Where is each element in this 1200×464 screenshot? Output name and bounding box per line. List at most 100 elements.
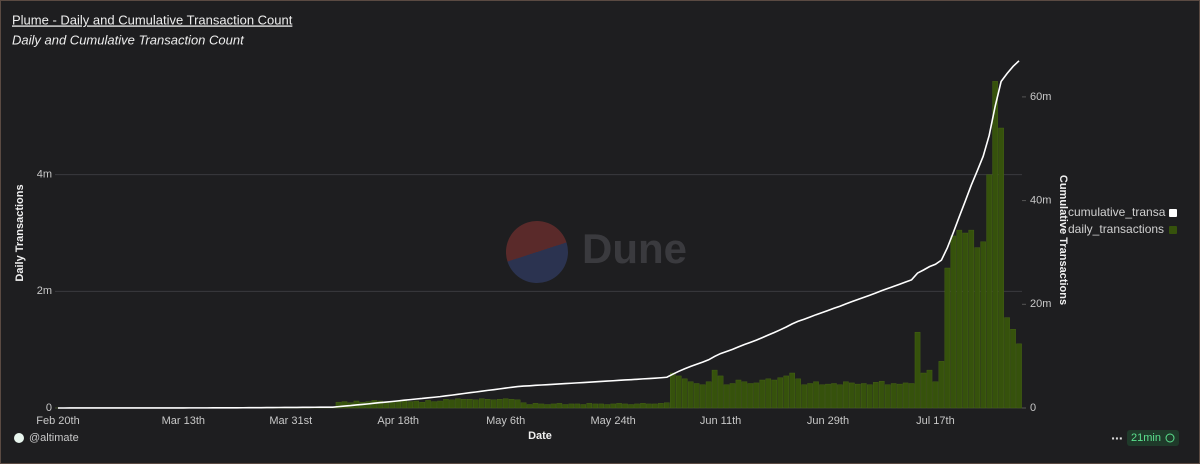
bar bbox=[592, 403, 598, 409]
bar bbox=[735, 379, 742, 409]
bar bbox=[992, 81, 998, 409]
bar bbox=[705, 381, 712, 409]
chart-title[interactable]: Plume - Daily and Cumulative Transaction… bbox=[12, 12, 293, 27]
bar bbox=[825, 383, 831, 409]
x-tick-label: Jun 29th bbox=[807, 415, 849, 427]
bar bbox=[628, 404, 634, 409]
line bbox=[57, 60, 1020, 409]
x-axis-title: Date bbox=[528, 430, 552, 442]
bar bbox=[687, 381, 694, 409]
bar bbox=[819, 384, 825, 409]
bar bbox=[532, 403, 539, 409]
bar bbox=[878, 380, 885, 409]
bar bbox=[640, 403, 646, 409]
y2-axis-title: Cumulative Transactions bbox=[1057, 175, 1069, 305]
x-tick-label: Mar 13th bbox=[162, 415, 205, 427]
bar bbox=[837, 384, 843, 409]
bar bbox=[514, 399, 521, 409]
bar bbox=[729, 383, 736, 409]
bar bbox=[389, 401, 396, 409]
x-tick-label: Feb 20th bbox=[36, 415, 79, 427]
bar bbox=[962, 232, 969, 409]
bar bbox=[407, 401, 413, 409]
bar bbox=[699, 384, 706, 409]
bar bbox=[484, 399, 491, 409]
legend: cumulative_transa daily_transactions bbox=[1068, 205, 1177, 236]
y-tick-label: 0 bbox=[46, 402, 52, 414]
bar bbox=[371, 400, 378, 409]
bar bbox=[843, 381, 849, 409]
bar bbox=[884, 384, 891, 409]
bar bbox=[831, 383, 837, 409]
footer: @altimate ... 21min bbox=[14, 427, 1179, 446]
bar bbox=[759, 379, 766, 409]
bar bbox=[658, 403, 664, 409]
bar bbox=[914, 331, 921, 409]
bar bbox=[872, 382, 879, 409]
menu-button[interactable]: ... bbox=[1111, 427, 1123, 443]
bar bbox=[1004, 317, 1010, 409]
age: 21min bbox=[1131, 432, 1161, 444]
bar bbox=[681, 378, 688, 409]
bar-series bbox=[55, 81, 1022, 409]
bar bbox=[908, 383, 915, 409]
bar bbox=[419, 401, 425, 409]
bar bbox=[580, 404, 587, 409]
bar bbox=[795, 378, 801, 409]
bar bbox=[443, 399, 449, 409]
bar bbox=[956, 229, 963, 409]
bar bbox=[950, 235, 957, 409]
bar bbox=[335, 401, 342, 409]
bar bbox=[395, 400, 402, 409]
bar bbox=[634, 403, 640, 409]
bar bbox=[717, 375, 724, 409]
bar bbox=[849, 382, 855, 409]
bar bbox=[974, 247, 981, 409]
bar bbox=[944, 267, 951, 409]
bar bbox=[723, 384, 730, 409]
bar bbox=[526, 404, 533, 409]
bar bbox=[986, 174, 992, 409]
bar bbox=[771, 379, 778, 409]
bar bbox=[490, 399, 497, 409]
bar bbox=[753, 382, 760, 409]
bar bbox=[855, 383, 861, 409]
bar bbox=[449, 399, 455, 409]
bar bbox=[496, 399, 503, 409]
bar bbox=[437, 400, 443, 409]
bar bbox=[801, 384, 807, 409]
x-tick-label: Jun 11th bbox=[700, 415, 741, 427]
bar bbox=[938, 361, 945, 409]
bar bbox=[550, 403, 557, 409]
y-axis-title: Daily Transactions bbox=[14, 184, 26, 281]
bar bbox=[747, 383, 754, 409]
y-tick-label: 4m bbox=[37, 169, 52, 181]
legend-swatch bbox=[1169, 226, 1177, 234]
bar bbox=[383, 401, 390, 409]
bar bbox=[646, 403, 652, 409]
bar bbox=[467, 399, 473, 409]
bar bbox=[431, 401, 437, 409]
bar bbox=[932, 381, 939, 409]
bar bbox=[1016, 343, 1022, 409]
bar bbox=[401, 400, 407, 409]
author[interactable]: @altimate bbox=[29, 432, 79, 444]
chart-subtitle: Daily and Cumulative Transaction Count bbox=[12, 32, 245, 47]
y2-tick-label: 0 bbox=[1030, 402, 1036, 414]
bar bbox=[574, 403, 581, 409]
bar bbox=[741, 381, 748, 409]
bar bbox=[765, 378, 772, 409]
bar bbox=[1010, 329, 1016, 409]
bar bbox=[520, 402, 527, 409]
y2-tick-label: 60m bbox=[1030, 91, 1051, 103]
bar bbox=[920, 372, 927, 409]
bar bbox=[926, 369, 933, 409]
bar bbox=[616, 403, 622, 409]
bar bbox=[896, 383, 903, 409]
bar bbox=[502, 398, 509, 409]
bar bbox=[622, 403, 628, 409]
bar bbox=[473, 399, 479, 409]
bar bbox=[377, 400, 384, 409]
